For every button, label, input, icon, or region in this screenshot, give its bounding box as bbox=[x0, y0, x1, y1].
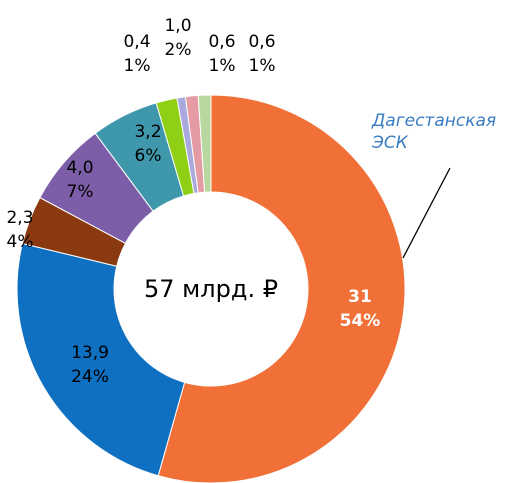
value-label: 0,4 bbox=[123, 32, 150, 52]
value-label: 0,6 bbox=[248, 32, 275, 52]
percent-label: 24% bbox=[71, 367, 109, 387]
value-label: 13,9 bbox=[71, 343, 109, 363]
value-label: 1,0 bbox=[164, 16, 191, 36]
percent-label: 1% bbox=[124, 56, 151, 76]
percent-label: 54% bbox=[340, 311, 381, 331]
leader-line bbox=[402, 167, 451, 259]
percent-label: 4% bbox=[7, 232, 34, 252]
value-label: 3,2 bbox=[134, 122, 161, 142]
percent-label: 2% bbox=[165, 40, 192, 60]
donut-segment bbox=[16, 242, 186, 477]
center-label: 57 млрд. ₽ bbox=[144, 275, 278, 303]
donut-segment bbox=[197, 94, 212, 193]
value-label: 4,0 bbox=[66, 158, 93, 178]
percent-label: 7% bbox=[67, 182, 94, 202]
donut-segment bbox=[157, 94, 406, 483]
value-label: 0,6 bbox=[208, 32, 235, 52]
percent-label: 6% bbox=[135, 146, 162, 166]
value-label: 2,3 bbox=[6, 208, 33, 228]
percent-label: 1% bbox=[249, 56, 276, 76]
percent-label: 1% bbox=[209, 56, 236, 76]
value-label: 31 bbox=[348, 287, 372, 307]
category-label: Дагестанская ЭСК bbox=[372, 111, 497, 153]
